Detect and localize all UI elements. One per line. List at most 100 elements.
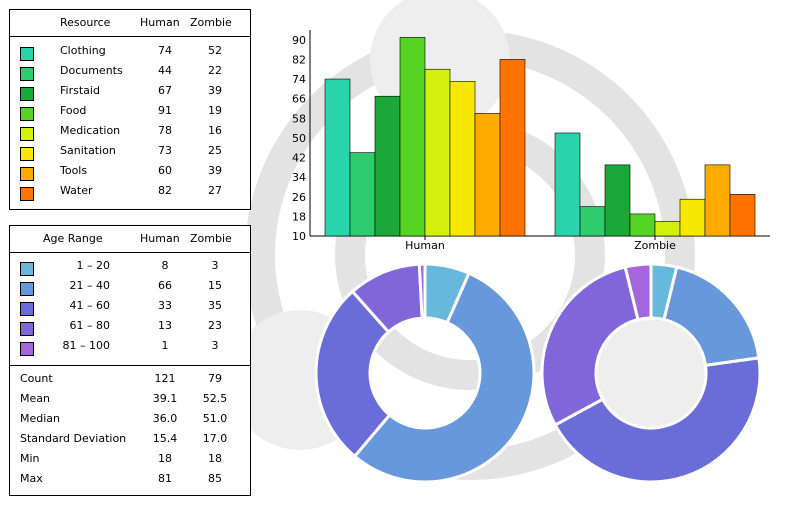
age-range-name: 1 – 20 (76, 259, 111, 272)
resource-zombie-value: 39 (208, 164, 222, 177)
bar-human-documents (349, 152, 376, 237)
statistic-row: Max 81 85 (10, 472, 250, 492)
resource-human-value: 82 (158, 184, 172, 197)
statistic-human-value: 15.4 (152, 432, 178, 445)
bar-human-medication (424, 68, 451, 237)
bar-human-tools (474, 113, 501, 237)
resource-name: Clothing (60, 44, 106, 57)
human-age-donut-slice-5 (417, 262, 427, 320)
resource-header-label: Resource (60, 16, 111, 29)
bar-human-food (399, 37, 426, 237)
resource-human-value: 60 (158, 164, 172, 177)
bar-zombie-medication (654, 220, 681, 237)
resource-color-swatch (20, 147, 34, 161)
y-tick-label: 10 (292, 230, 306, 243)
bar-zombie-food (629, 213, 656, 237)
resource-human-value: 73 (158, 144, 172, 157)
age-range-name: 61 – 80 (69, 319, 111, 332)
resource-row: Medication 78 16 (10, 124, 250, 144)
y-tick-label: 50 (292, 132, 306, 145)
age-range-name: 41 – 60 (69, 299, 111, 312)
resource-name: Firstaid (60, 84, 100, 97)
age-header-human: Human (140, 232, 180, 245)
statistic-zombie-value: 17.0 (202, 432, 228, 445)
age-range-human-value: 8 (161, 259, 169, 272)
age-range-row: 21 – 40 66 15 (10, 279, 250, 299)
age-range-row: 41 – 60 33 35 (10, 299, 250, 319)
age-range-zombie-value: 15 (208, 279, 222, 292)
resource-row: Sanitation 73 25 (10, 144, 250, 164)
age-range-color-swatch (20, 302, 34, 316)
age-range-zombie-value: 3 (211, 259, 219, 272)
bar-human-firstaid (374, 95, 401, 237)
age-header-zombie: Zombie (190, 232, 232, 245)
statistic-name: Max (20, 472, 43, 485)
statistic-zombie-value: 18 (208, 452, 222, 465)
age-range-name: 81 – 100 (62, 339, 111, 352)
resource-color-swatch (20, 167, 34, 181)
age-range-zombie-value: 35 (208, 299, 222, 312)
resource-zombie-value: 39 (208, 84, 222, 97)
bar-zombie-tools (704, 164, 731, 237)
zombie-age-donut-slice-5 (623, 262, 653, 322)
resource-color-swatch (20, 107, 34, 121)
statistic-human-value: 39.1 (152, 392, 178, 405)
statistic-zombie-value: 52.5 (202, 392, 228, 405)
bar-zombie-sanitation (679, 198, 706, 237)
statistic-row: Mean 39.1 52.5 (10, 392, 250, 412)
age-range-human-value: 33 (158, 299, 172, 312)
age-range-color-swatch (20, 322, 34, 336)
age-range-zombie-value: 3 (211, 339, 219, 352)
resource-table: Resource Human Zombie Clothing 74 52 Docume… (9, 9, 251, 210)
statistic-name: Min (20, 452, 40, 465)
resource-zombie-value: 19 (208, 104, 222, 117)
statistic-row: Standard Deviation 15.4 17.0 (10, 432, 250, 452)
resource-color-swatch (20, 47, 34, 61)
resource-name: Food (60, 104, 87, 117)
resource-human-value: 78 (158, 124, 172, 137)
age-range-human-value: 1 (161, 339, 169, 352)
y-tick-label: 34 (292, 171, 306, 184)
bar-zombie-water (729, 194, 756, 237)
bar-human-clothing (324, 78, 351, 237)
bar-human-water (499, 59, 526, 237)
x-category-label: Zombie (634, 239, 676, 252)
bar-zombie-firstaid (604, 164, 631, 237)
human-age-donut-slice-3 (314, 289, 392, 459)
age-range-color-swatch (20, 282, 34, 296)
y-tick-label: 42 (292, 152, 306, 165)
resource-row: Tools 60 39 (10, 164, 250, 184)
age-range-row: 81 – 100 1 3 (10, 339, 250, 359)
resource-human-value: 74 (158, 44, 172, 57)
resource-table-header: Resource Human Zombie (10, 10, 250, 37)
resource-name: Documents (60, 64, 123, 77)
resource-human-value: 67 (158, 84, 172, 97)
statistic-zombie-value: 85 (208, 472, 222, 485)
y-tick-label: 66 (292, 93, 306, 106)
statistic-zombie-value: 79 (208, 372, 222, 385)
resource-name: Tools (60, 164, 88, 177)
resource-color-swatch (20, 67, 34, 81)
age-header-label: Age Range (43, 232, 103, 245)
age-stats-divider (10, 365, 250, 366)
statistic-zombie-value: 51.0 (202, 412, 228, 425)
resource-color-swatch (20, 127, 34, 141)
resource-zombie-value: 25 (208, 144, 222, 157)
resource-zombie-value: 22 (208, 64, 222, 77)
statistic-row: Median 36.0 51.0 (10, 412, 250, 432)
resource-row: Documents 44 22 (10, 64, 250, 84)
statistic-name: Mean (20, 392, 50, 405)
age-range-human-value: 66 (158, 279, 172, 292)
age-range-row: 61 – 80 13 23 (10, 319, 250, 339)
zombie-age-donut-slice-2 (662, 265, 761, 368)
bar-zombie-documents (579, 206, 606, 237)
resource-color-swatch (20, 87, 34, 101)
statistic-human-value: 81 (158, 472, 172, 485)
resource-human-value: 44 (158, 64, 172, 77)
y-tick-label: 58 (292, 112, 306, 125)
zombie-age-donut-slice-3 (553, 356, 762, 484)
zombie-age-donut-slice-4 (540, 265, 640, 428)
charts-area: 10 18 26 34 42 50 58 66 74 82 90 Human Zombie (292, 30, 770, 484)
resource-name: Medication (60, 124, 121, 137)
resource-header-zombie: Zombie (190, 16, 232, 29)
